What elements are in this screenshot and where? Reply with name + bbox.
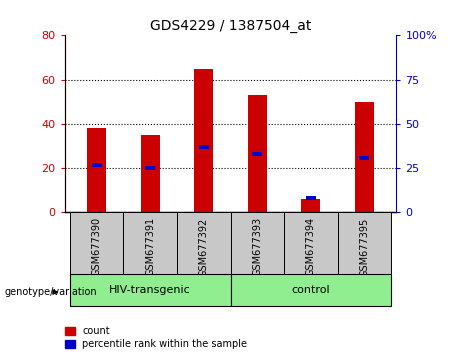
Bar: [248, 95, 266, 212]
Text: genotype/variation: genotype/variation: [5, 287, 97, 297]
Text: GSM677394: GSM677394: [306, 217, 316, 276]
Text: GSM677395: GSM677395: [359, 217, 369, 276]
Bar: [230, 274, 391, 306]
Bar: [301, 199, 320, 212]
Bar: [199, 145, 209, 149]
Bar: [284, 212, 337, 274]
Text: GSM677392: GSM677392: [199, 217, 209, 276]
Text: GSM677391: GSM677391: [145, 217, 155, 276]
Bar: [355, 102, 374, 212]
Bar: [177, 212, 230, 274]
Bar: [124, 212, 177, 274]
Bar: [87, 128, 106, 212]
Bar: [195, 69, 213, 212]
Bar: [91, 162, 102, 167]
Text: control: control: [291, 285, 330, 295]
Bar: [70, 274, 230, 306]
Text: HIV-transgenic: HIV-transgenic: [109, 285, 191, 295]
Legend: count, percentile rank within the sample: count, percentile rank within the sample: [65, 326, 247, 349]
Bar: [306, 196, 316, 200]
Bar: [230, 212, 284, 274]
Bar: [70, 212, 124, 274]
Bar: [141, 135, 160, 212]
Bar: [145, 166, 155, 170]
Text: GSM677390: GSM677390: [92, 217, 102, 276]
Bar: [359, 155, 369, 160]
Text: GSM677393: GSM677393: [252, 217, 262, 276]
Bar: [252, 152, 262, 156]
Bar: [337, 212, 391, 274]
Text: GDS4229 / 1387504_at: GDS4229 / 1387504_at: [150, 19, 311, 34]
